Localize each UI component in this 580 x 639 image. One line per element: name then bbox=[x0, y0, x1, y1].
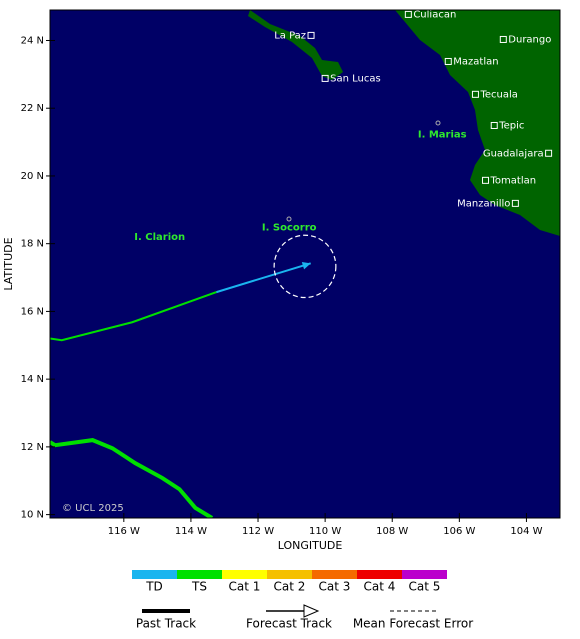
legend-swatch bbox=[357, 570, 402, 579]
legend-label: Cat 5 bbox=[409, 580, 441, 594]
city-label: Tecuala bbox=[479, 89, 517, 100]
legend-label: Cat 4 bbox=[364, 580, 396, 594]
city-marker bbox=[404, 10, 412, 18]
x-tick-label: 108 W bbox=[376, 526, 408, 537]
x-tick-label: 116 W bbox=[108, 526, 140, 537]
x-tick-label: 114 W bbox=[175, 526, 207, 537]
city-label: Mazatlan bbox=[453, 56, 498, 67]
city-label: Guadalajara bbox=[483, 148, 544, 159]
island-label: I. Clarion bbox=[134, 232, 185, 243]
x-axis-label: LONGITUDE bbox=[278, 539, 343, 552]
island-label: I. Marias bbox=[418, 129, 467, 140]
x-tick-label: 112 W bbox=[242, 526, 274, 537]
y-tick-label: 20 N bbox=[21, 171, 44, 182]
storm-track bbox=[50, 438, 214, 518]
city-label: Culiacan bbox=[413, 9, 456, 20]
legend-swatch bbox=[267, 570, 312, 579]
city-label: Manzanillo bbox=[457, 198, 510, 209]
y-tick-label: 10 N bbox=[21, 510, 44, 521]
legend-line-label: Mean Forecast Error bbox=[353, 617, 473, 631]
map-frame bbox=[49, 9, 561, 519]
y-tick-label: 18 N bbox=[21, 239, 44, 250]
legend-swatch bbox=[132, 570, 177, 579]
y-tick-label: 12 N bbox=[21, 442, 44, 453]
island-shape bbox=[435, 120, 441, 126]
legend-label: TS bbox=[191, 580, 207, 594]
forecast-arrow-sample bbox=[303, 604, 320, 618]
city-marker bbox=[471, 90, 479, 98]
city-marker bbox=[307, 31, 315, 39]
y-tick-label: 14 N bbox=[21, 374, 44, 385]
city-label: La Paz bbox=[274, 30, 306, 41]
forecast-arrowhead bbox=[301, 261, 311, 270]
city-marker bbox=[321, 74, 329, 82]
city-marker bbox=[444, 57, 452, 65]
storm-track bbox=[50, 291, 217, 342]
legend-swatch bbox=[402, 570, 447, 579]
x-tick-label: 106 W bbox=[443, 526, 475, 537]
x-tick-label: 110 W bbox=[309, 526, 341, 537]
legend-label: Cat 2 bbox=[274, 580, 306, 594]
y-tick-label: 16 N bbox=[21, 306, 44, 317]
forecast-error-circle bbox=[273, 234, 337, 299]
legend-swatch bbox=[312, 570, 357, 579]
city-marker bbox=[482, 176, 490, 184]
city-marker bbox=[499, 35, 507, 43]
city-label: San Lucas bbox=[330, 73, 381, 84]
mainland bbox=[395, 10, 560, 236]
city-label: Tomatlan bbox=[490, 175, 537, 186]
copyright: © UCL 2025 bbox=[62, 503, 124, 514]
legend-label: Cat 3 bbox=[319, 580, 351, 594]
city-marker bbox=[511, 199, 519, 207]
island-shape bbox=[286, 216, 292, 222]
y-axis-label: LATITUDE bbox=[2, 237, 15, 290]
island-label: I. Socorro bbox=[262, 222, 317, 233]
legend-line-label: Past Track bbox=[136, 617, 196, 631]
city-label: Durango bbox=[508, 34, 551, 45]
city-label: Tepic bbox=[498, 120, 524, 131]
y-tick-label: 22 N bbox=[21, 103, 44, 114]
legend-swatch bbox=[222, 570, 267, 579]
city-marker bbox=[490, 121, 498, 129]
y-tick-label: 24 N bbox=[21, 35, 44, 46]
city-marker bbox=[545, 149, 553, 157]
baja-california bbox=[248, 10, 343, 80]
legend-swatch bbox=[177, 570, 222, 579]
x-tick-label: 104 W bbox=[510, 526, 542, 537]
legend-line-label: Forecast Track bbox=[246, 617, 332, 631]
legend-label: Cat 1 bbox=[229, 580, 261, 594]
storm-track bbox=[216, 262, 311, 294]
legend-label: TD bbox=[145, 580, 163, 594]
